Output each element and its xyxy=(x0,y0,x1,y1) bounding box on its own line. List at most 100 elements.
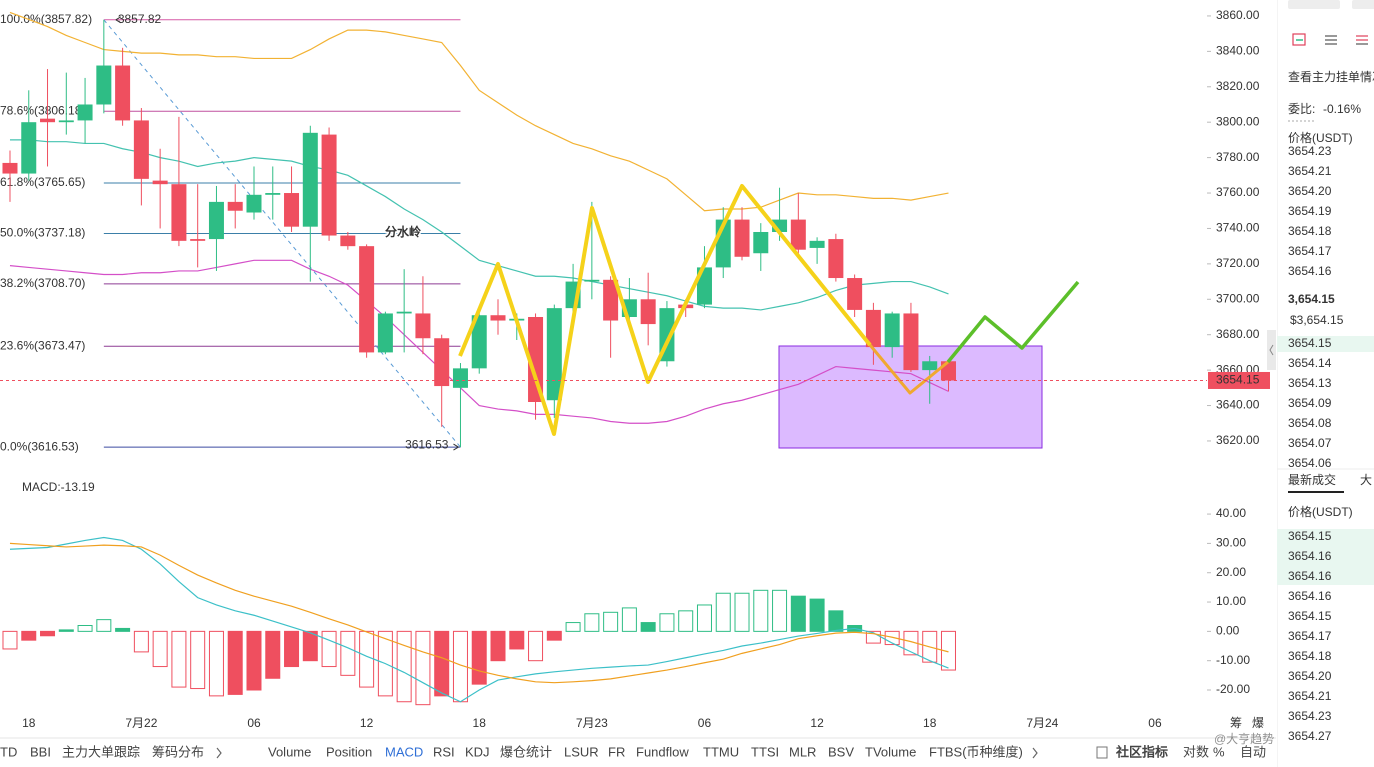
y-tick-label: -10.00 xyxy=(1216,653,1250,667)
indicator-tab[interactable]: MLR xyxy=(789,744,816,759)
trade-price: 3654.23 xyxy=(1288,709,1332,723)
toolbar-arrow[interactable] xyxy=(1032,747,1038,759)
candle-body xyxy=(58,120,74,123)
trade-price: 3654.16 xyxy=(1288,589,1332,603)
indicator-tab[interactable]: BBI xyxy=(30,744,51,759)
macd-line xyxy=(9,536,949,703)
macd-bar xyxy=(565,622,581,632)
fib-label: 50.0%(3737.18) xyxy=(0,226,85,240)
indicator-tab[interactable]: 爆仓统计 xyxy=(500,744,552,759)
macd-bar xyxy=(640,622,656,632)
tool-button[interactable]: 社区指标 xyxy=(1115,744,1168,759)
axis-button[interactable]: 筹 xyxy=(1230,716,1242,730)
bid-price: 3654.14 xyxy=(1288,356,1332,370)
indicator-tab[interactable]: TTSI xyxy=(751,744,779,759)
macd-bar xyxy=(734,592,750,632)
indicator-tab[interactable]: RSI xyxy=(433,744,455,759)
macd-bar xyxy=(603,611,619,632)
macd-bar xyxy=(302,630,318,662)
candle-body xyxy=(171,184,187,241)
tool-button[interactable]: % xyxy=(1213,744,1225,759)
bid-price: 3654.09 xyxy=(1288,396,1332,410)
candle-body xyxy=(922,361,938,371)
trades-tab[interactable]: 最新成交 xyxy=(1288,472,1336,487)
annotations: 3857.82 3616.53 分水岭 xyxy=(0,12,1207,451)
candle-body xyxy=(246,194,262,213)
toolbar-arrow[interactable] xyxy=(216,747,222,759)
x-tick-label: 12 xyxy=(360,716,374,730)
macd-bar xyxy=(528,630,544,662)
depth-icon[interactable] xyxy=(1292,33,1306,46)
collapse-tab[interactable] xyxy=(1267,330,1276,370)
bid-price: 3654.13 xyxy=(1288,376,1332,390)
macd-bar xyxy=(415,630,431,706)
macd-bar xyxy=(659,613,675,632)
indicator-tab[interactable]: TVolume xyxy=(865,744,916,759)
indicator-tab[interactable]: TD xyxy=(0,744,17,759)
macd-bar xyxy=(715,592,731,632)
candle-body xyxy=(734,219,750,257)
depth-mode-icons[interactable] xyxy=(1292,33,1368,46)
bid-price: 3654.15 xyxy=(1288,336,1332,350)
macd-pane: MACD:-13.19 xyxy=(2,480,956,706)
panel-button[interactable] xyxy=(1352,0,1374,9)
candle-body xyxy=(903,313,919,371)
indicator-tab[interactable]: TTMU xyxy=(703,744,739,759)
y-tick-label: 3820.00 xyxy=(1216,79,1260,93)
indicator-tab[interactable]: BSV xyxy=(828,744,854,759)
x-tick-label: 06 xyxy=(1148,716,1162,730)
macd-bar xyxy=(696,604,712,632)
macd-title: MACD:-13.19 xyxy=(22,480,95,494)
indicator-tab[interactable]: Volume xyxy=(268,744,311,759)
y-tick-label: 3640.00 xyxy=(1216,398,1260,412)
trades-tab[interactable]: 大 xyxy=(1360,473,1372,487)
ratio-value: -0.16% xyxy=(1323,102,1361,116)
indicator-tab[interactable]: Fundflow xyxy=(636,744,689,759)
x-tick-label: 18 xyxy=(22,716,36,730)
panel-button[interactable] xyxy=(1288,0,1340,9)
macd-bar xyxy=(190,630,206,690)
ask-price: 3654.16 xyxy=(1288,264,1332,278)
macd-bar xyxy=(321,630,337,668)
indicator-tab[interactable]: KDJ xyxy=(465,744,490,759)
macd-bar xyxy=(133,630,149,653)
fib-label: 23.6%(3673.47) xyxy=(0,338,85,352)
indicator-tab[interactable]: 筹码分布 xyxy=(152,744,204,759)
candle-body xyxy=(528,316,544,402)
candle-body xyxy=(865,309,881,348)
last-price: 3,654.15 xyxy=(1288,292,1335,306)
tool-button[interactable]: 对数 xyxy=(1183,744,1209,759)
candle-body xyxy=(790,219,806,250)
candle-body xyxy=(96,65,112,105)
collapse-icon xyxy=(1269,344,1274,356)
y-tick-label: 3860.00 xyxy=(1216,8,1260,22)
bid-price: 3654.08 xyxy=(1288,416,1332,430)
y-tick-label: 0.00 xyxy=(1216,624,1240,638)
trades-header: 价格(USDT) xyxy=(1288,504,1353,519)
indicator-tab[interactable]: Position xyxy=(326,744,372,759)
trade-price: 3654.20 xyxy=(1288,669,1332,683)
candle-body xyxy=(452,368,468,388)
indicator-tab[interactable]: MACD xyxy=(385,744,423,759)
macd-bar xyxy=(21,630,37,641)
indicator-tab[interactable]: FR xyxy=(608,744,625,759)
axis-button[interactable]: 爆 xyxy=(1252,716,1264,730)
macd-bar xyxy=(621,607,637,632)
candle-body xyxy=(152,180,168,185)
indicator-tab[interactable]: FTBS(币种维度) xyxy=(929,744,1023,759)
y-tick-label: 3620.00 xyxy=(1216,433,1260,447)
tool-button[interactable]: 自动 xyxy=(1240,744,1266,759)
candle-body xyxy=(2,162,18,174)
candle-body xyxy=(884,313,900,348)
macd-bar xyxy=(772,589,788,632)
x-tick-label: 06 xyxy=(247,716,261,730)
depth-prompt[interactable]: 查看主力挂单情况 xyxy=(1288,70,1374,84)
ask-price: 3654.19 xyxy=(1288,204,1332,218)
macd-bar xyxy=(359,630,375,688)
ask-price: 3654.17 xyxy=(1288,244,1332,258)
fib-label: 61.8%(3765.65) xyxy=(0,175,85,189)
indicator-tab[interactable]: LSUR xyxy=(564,744,599,759)
indicator-tab[interactable]: 主力大单跟踪 xyxy=(62,744,140,759)
